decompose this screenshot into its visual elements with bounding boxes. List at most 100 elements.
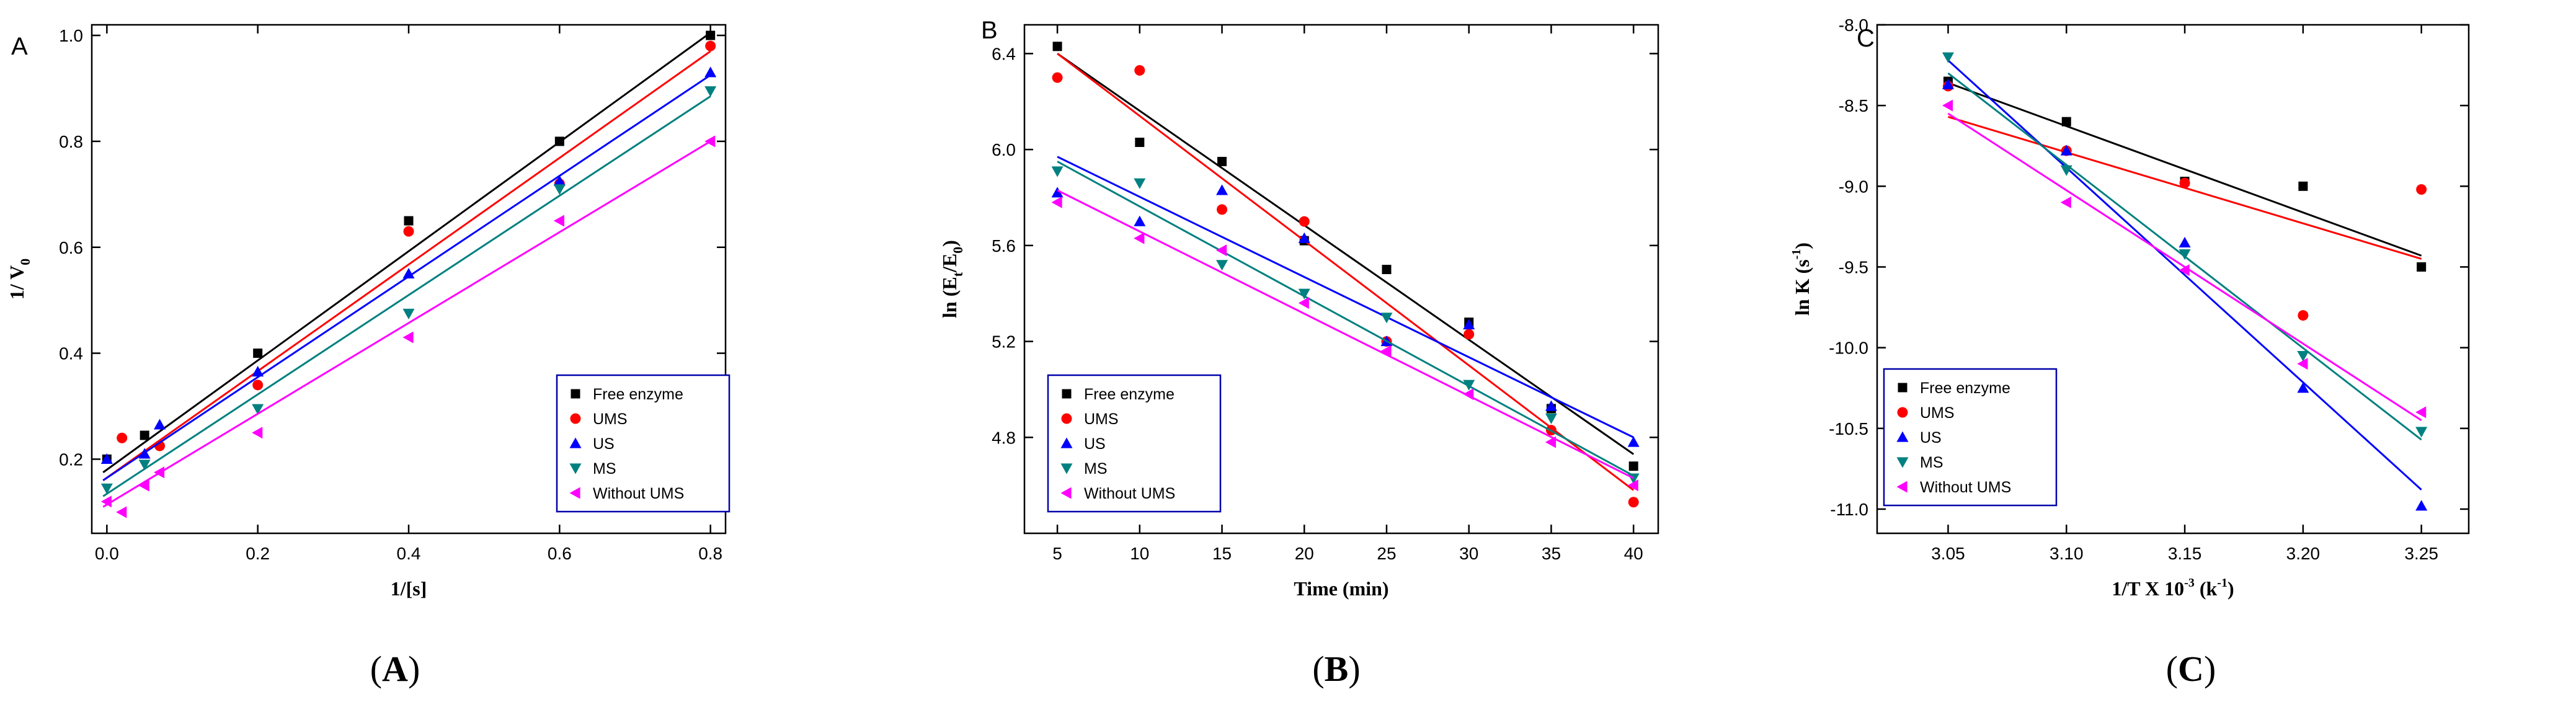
x-tick-label: 20 xyxy=(1295,544,1314,563)
data-point xyxy=(403,226,414,237)
x-tick-label: 0.6 xyxy=(548,544,572,563)
data-point xyxy=(2297,351,2309,362)
y-tick-label: -9.5 xyxy=(1839,257,1868,277)
series-ms xyxy=(100,86,717,497)
legend-marker xyxy=(569,487,580,499)
chart-panel-A: A 0.0 0.2 0.4 0.6 0.8 0.2 0.4 0.6 0.8 1.0 1/[s] 1/ V… xyxy=(6,24,731,689)
legend-label: MS xyxy=(1084,460,1108,478)
data-point xyxy=(2179,177,2190,189)
legend-label: UMS xyxy=(1084,411,1119,428)
series-us xyxy=(100,66,717,481)
x-tick-label: 3.05 xyxy=(1931,544,1965,563)
data-point xyxy=(2416,184,2427,195)
data-point xyxy=(252,365,264,377)
series-without-ums xyxy=(100,135,716,518)
y-tick-label: -8.0 xyxy=(1839,16,1868,35)
x-tick-label: 30 xyxy=(1459,544,1478,563)
data-point xyxy=(1942,52,1954,63)
data-point xyxy=(1052,42,1062,51)
data-point xyxy=(2417,262,2427,272)
legend-label: Without UMS xyxy=(1920,479,2011,496)
y-tick-label: 6.4 xyxy=(992,44,1016,63)
data-point xyxy=(1545,400,1557,411)
y-tick-label: 0.6 xyxy=(59,238,83,257)
chart-panel-B: B 5 10 15 20 25 30 35 40 4.8 5.2 5.6 6.0 6.4 Time (min… xyxy=(938,17,1659,689)
data-point xyxy=(554,136,564,146)
x-tick-label: 25 xyxy=(1377,544,1396,563)
data-point xyxy=(705,40,716,51)
series-ms xyxy=(1051,161,1640,484)
fit-line xyxy=(1947,82,2422,257)
legend-marker xyxy=(1060,487,1072,499)
legend-marker xyxy=(569,463,582,474)
data-point xyxy=(2178,236,2191,248)
x-tick-label: 10 xyxy=(1130,544,1149,563)
legend-marker xyxy=(1896,481,1908,493)
data-point xyxy=(2297,382,2309,393)
fit-line xyxy=(1057,53,1635,455)
data-point xyxy=(1051,187,1064,198)
panel-caption: (C) xyxy=(2166,649,2216,689)
series-us xyxy=(1051,156,1640,447)
data-point xyxy=(402,331,414,344)
legend-label: US xyxy=(1920,429,1942,447)
legend-label: UMS xyxy=(593,411,628,428)
panel-letter: A xyxy=(11,33,28,60)
data-point xyxy=(1052,72,1063,83)
data-point xyxy=(553,215,564,227)
x-tick-label: 40 xyxy=(1624,544,1643,563)
legend-marker xyxy=(1897,407,1908,418)
data-point xyxy=(1216,260,1228,271)
x-tick-label: 3.15 xyxy=(2168,544,2202,563)
x-tick-label: 5 xyxy=(1052,544,1062,563)
y-tick-label: 4.8 xyxy=(992,428,1016,447)
x-tick-label: 0.8 xyxy=(698,544,722,563)
x-tick-label: 0.0 xyxy=(95,544,119,563)
data-point xyxy=(1627,436,1640,447)
legend-label: US xyxy=(593,435,615,453)
data-point xyxy=(2297,358,2308,370)
data-point xyxy=(1134,215,1146,226)
data-point xyxy=(1298,297,1309,309)
panel-letter: B xyxy=(981,17,998,44)
fit-line xyxy=(102,140,711,508)
fit-line xyxy=(1057,161,1634,477)
data-point xyxy=(2060,165,2072,176)
panel-caption: (B) xyxy=(1312,649,1360,689)
series-without-ums xyxy=(1942,99,2427,422)
data-point xyxy=(138,448,151,459)
legend-marker xyxy=(571,389,580,399)
legend-marker xyxy=(1898,383,1908,393)
data-point xyxy=(2415,406,2427,419)
data-point xyxy=(1463,329,1475,340)
y-tick-label: -9.0 xyxy=(1839,177,1868,196)
legend: Free enzyme UMS US MS Without UMS xyxy=(1047,374,1222,513)
y-tick-label: 0.2 xyxy=(59,450,83,469)
panel-caption: (A) xyxy=(370,649,420,689)
legend-label: MS xyxy=(1920,454,1943,471)
data-point xyxy=(140,430,149,440)
legend-marker xyxy=(570,413,581,424)
plot-frame xyxy=(1876,24,2470,535)
data-point xyxy=(1217,156,1227,166)
data-point xyxy=(154,466,165,479)
legend-marker xyxy=(1062,389,1072,399)
data-point xyxy=(2060,196,2071,208)
y-tick-label: -8.5 xyxy=(1839,96,1868,115)
data-point xyxy=(252,427,263,439)
data-point xyxy=(253,349,263,358)
data-point xyxy=(1051,166,1064,177)
legend-box xyxy=(556,374,731,513)
data-point xyxy=(2298,181,2308,191)
legend-label: Without UMS xyxy=(593,485,684,502)
fit-line xyxy=(102,32,711,473)
data-point xyxy=(1298,232,1310,243)
x-tick-label: 0.4 xyxy=(397,544,421,563)
data-point xyxy=(138,479,149,492)
data-point xyxy=(1298,288,1310,300)
data-point xyxy=(100,483,113,494)
x-tick-label: 35 xyxy=(1542,544,1561,563)
data-point xyxy=(404,216,414,226)
data-point xyxy=(1134,232,1145,244)
